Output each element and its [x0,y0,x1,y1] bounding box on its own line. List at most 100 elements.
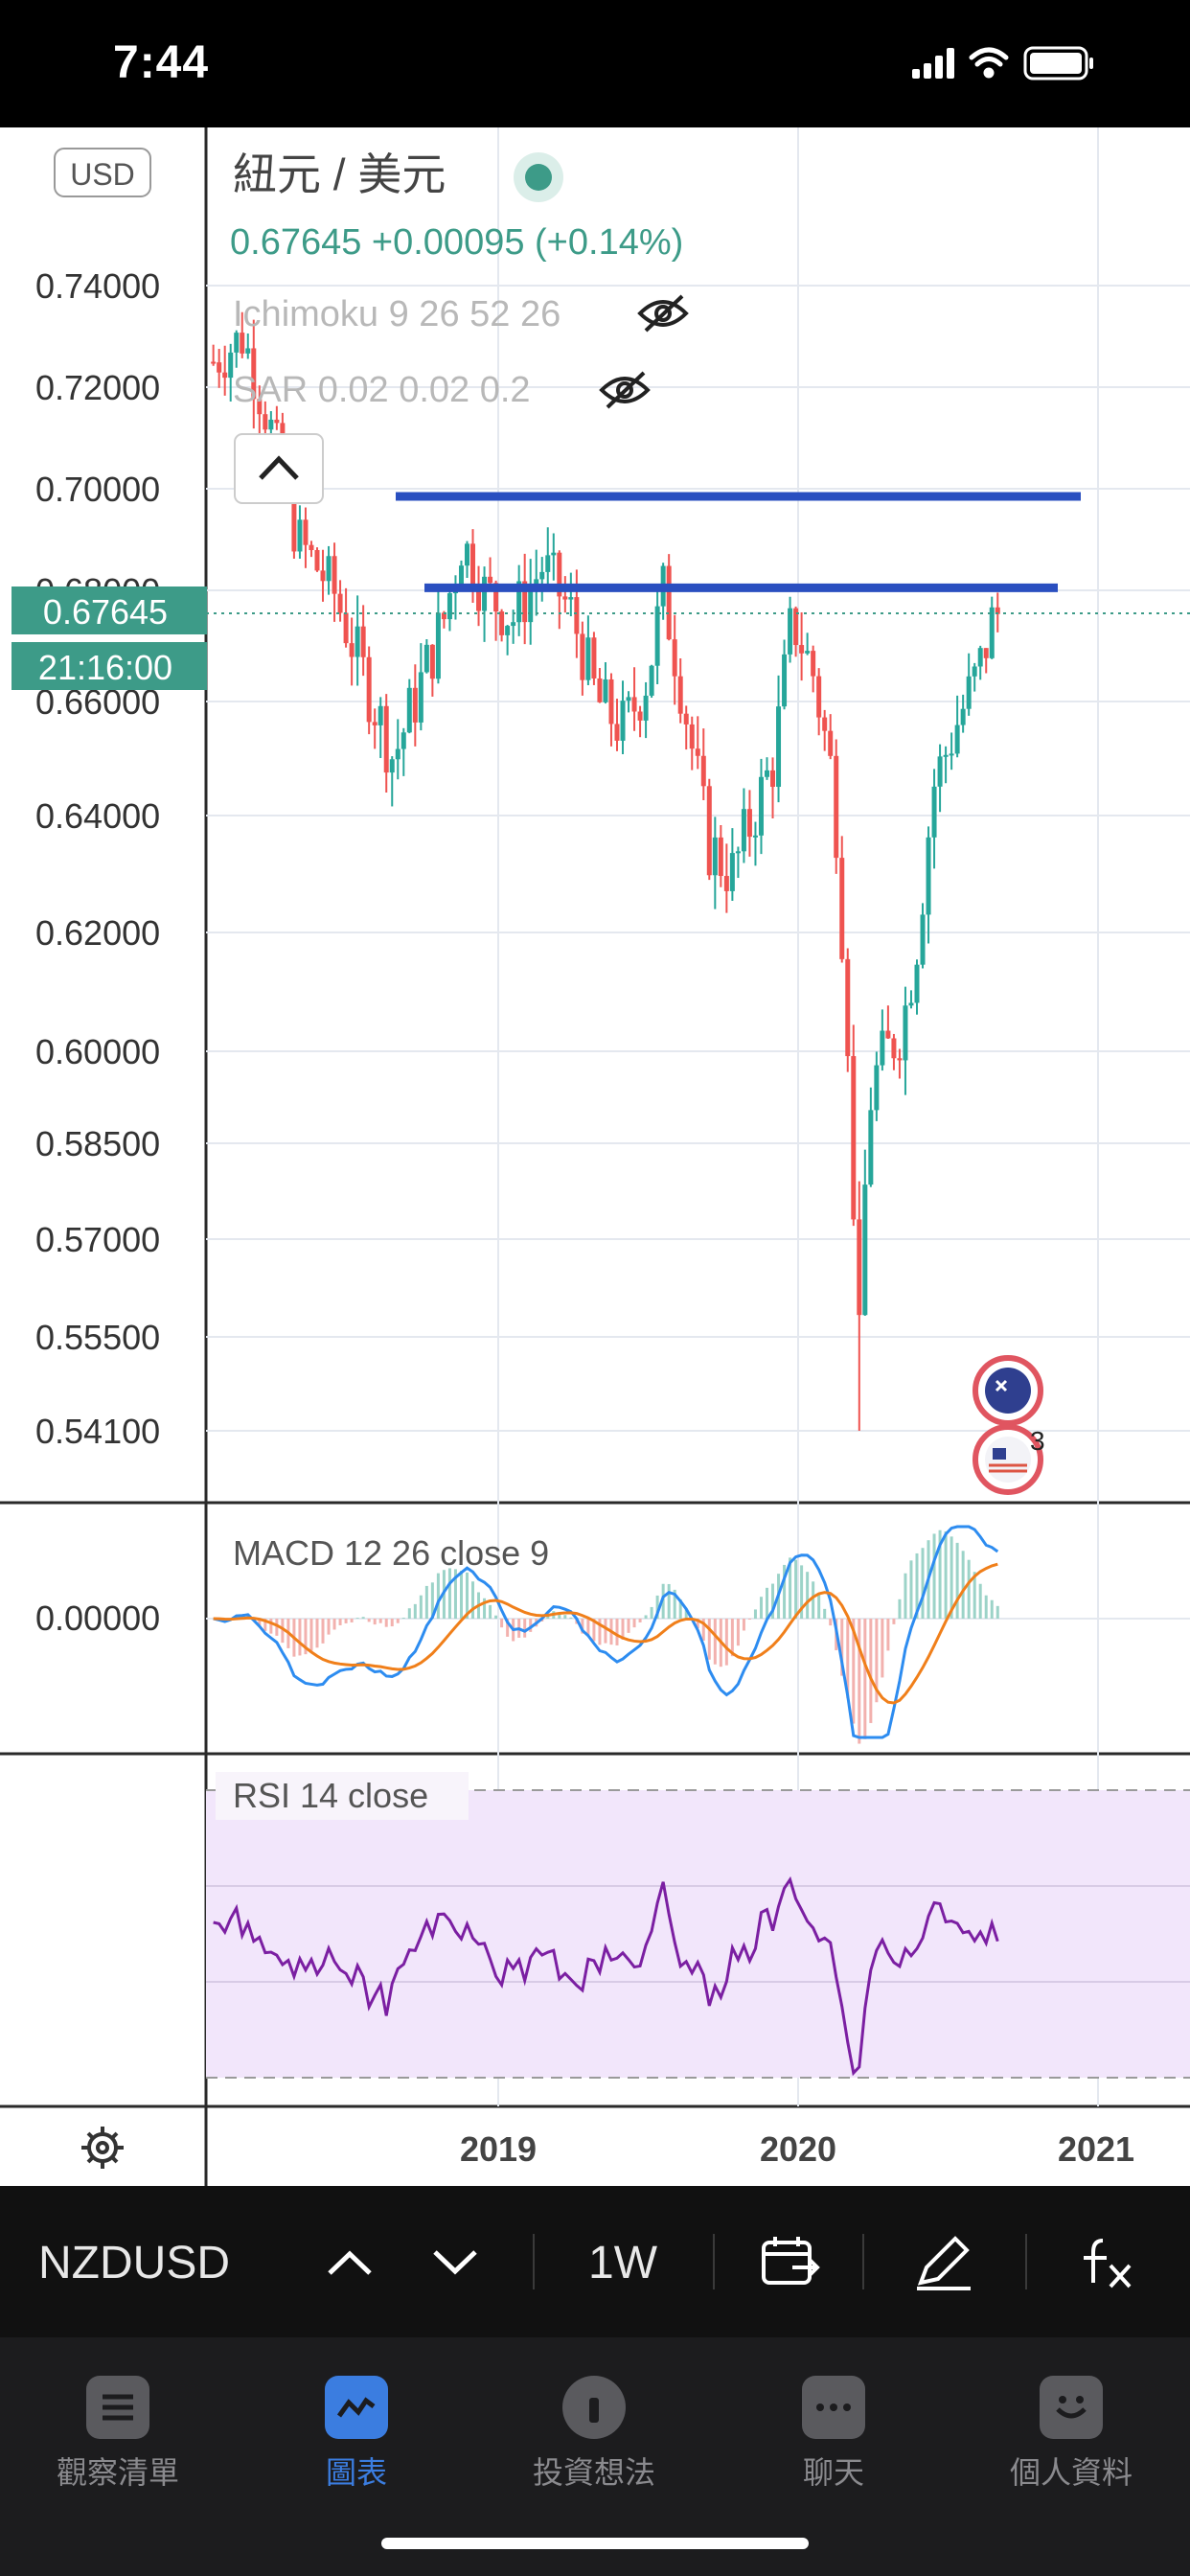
bulb-icon [562,2376,626,2439]
tab-chat[interactable]: 聊天 [728,2357,939,2519]
candle-body [228,352,234,379]
candle-body [378,705,383,725]
symbol-button[interactable]: NZDUSD [38,2237,230,2288]
y-tick-label: 0.58500 [35,1124,160,1163]
chart-area[interactable]: 0.740000.720000.700000.680000.660000.640… [0,127,1190,2186]
us-event-icon[interactable] [973,1424,1043,1495]
candle-body [516,581,522,623]
y-tick-label: 0.72000 [35,368,160,407]
prev-symbol-button[interactable] [316,2224,383,2301]
candle-body [383,705,389,773]
macd-histogram-bar [678,1598,682,1619]
macd-histogram-bar [304,1619,308,1655]
candle-body [539,571,545,580]
toolbar-divider [533,2234,535,2289]
candle-body [885,1030,891,1039]
macd-histogram-bar [367,1619,371,1622]
y-tick-label: 0.62000 [35,913,160,953]
candle-body [937,756,943,787]
next-symbol-button[interactable] [422,2224,489,2301]
y-tick-label: 0.60000 [35,1032,160,1071]
tab-chart[interactable]: 圖表 [251,2357,462,2519]
macd-histogram-bar [904,1573,907,1619]
macd-histogram-bar [621,1619,625,1640]
chart-canvas[interactable]: 0.740000.720000.700000.680000.660000.640… [0,127,1190,2186]
candle-body [822,717,828,731]
candle-body [591,637,597,678]
macd-histogram-bar [430,1582,434,1619]
macd-histogram-bar [759,1597,763,1619]
candle-body [851,1056,857,1220]
macd-histogram-bar [615,1619,619,1645]
pen-icon [917,2236,971,2290]
macd-histogram-bar [892,1619,896,1624]
settings-gear-icon[interactable] [81,2127,124,2169]
smile-icon [1040,2376,1103,2439]
macd-histogram-bar [915,1552,919,1619]
macd-histogram-bar [967,1559,971,1619]
macd-histogram-bar [350,1619,354,1622]
candle-body [839,858,845,959]
list-icon [86,2376,149,2439]
candle-body [626,697,631,702]
compare-button[interactable] [747,2224,834,2301]
candle-body [400,732,406,749]
macd-histogram-bar [701,1619,705,1641]
x-tick-2020: 2020 [760,2129,836,2169]
status-bar: 7:44 [0,0,1190,127]
candle-body [620,701,626,741]
tab-ideas[interactable]: 投資想法 [489,2357,699,2519]
candle-body [631,697,637,712]
candle-body [891,1038,897,1059]
candle-body [574,597,580,634]
macd-histogram-bar [932,1533,936,1619]
candle-body [746,809,752,838]
candle-body [931,786,937,838]
candle-body [585,637,591,680]
candle-body [251,348,257,400]
macd-histogram-bar [886,1619,890,1651]
drawing-tools-button[interactable] [901,2224,987,2301]
macd-histogram-bar [771,1583,775,1619]
tab-watchlist[interactable]: 觀察清單 [12,2357,223,2519]
candle-body [695,748,700,756]
macd-histogram-bar [747,1619,751,1621]
candle-body [677,676,683,714]
macd-histogram-bar [829,1619,833,1626]
candle-body [314,550,320,571]
tab-profile[interactable]: 個人資料 [966,2357,1177,2519]
collapse-legend-button[interactable] [234,433,324,504]
currency-badge[interactable] [54,148,151,197]
indicators-button[interactable] [1064,2224,1150,2301]
candle-body [245,348,251,354]
candle-body [268,419,274,430]
macd-histogram-bar [419,1595,423,1619]
eye-off-icon [637,294,689,333]
macd-histogram-bar [378,1619,382,1623]
candle-body [412,687,418,723]
candle-body [372,722,378,725]
nz-event-icon[interactable] [973,1355,1043,1426]
candle-body [446,593,452,620]
macd-histogram-bar [990,1599,994,1619]
candle-body [805,651,811,654]
chevron-up-icon [259,455,299,480]
ichimoku-label: Ichimoku 9 26 52 26 [233,294,561,334]
candle-body [989,607,995,658]
macd-histogram-bar [586,1619,590,1637]
macd-histogram-bar [338,1619,342,1625]
candle-body [834,755,839,859]
macd-histogram-bar [667,1583,671,1619]
macd-histogram-bar [569,1617,573,1619]
candle-body [608,678,614,724]
interval-button[interactable]: 1W [588,2237,657,2288]
calendar-swap-icon [762,2237,820,2285]
candle-body [920,914,926,965]
macd-histogram-bar [558,1612,561,1619]
currency-label: USD [70,157,135,192]
candle-body [874,1065,880,1111]
event-badge-count: 3 [1030,1426,1045,1456]
candle-body [718,837,723,877]
macd-histogram-bar [384,1619,388,1627]
macd-histogram-bar [298,1619,302,1656]
